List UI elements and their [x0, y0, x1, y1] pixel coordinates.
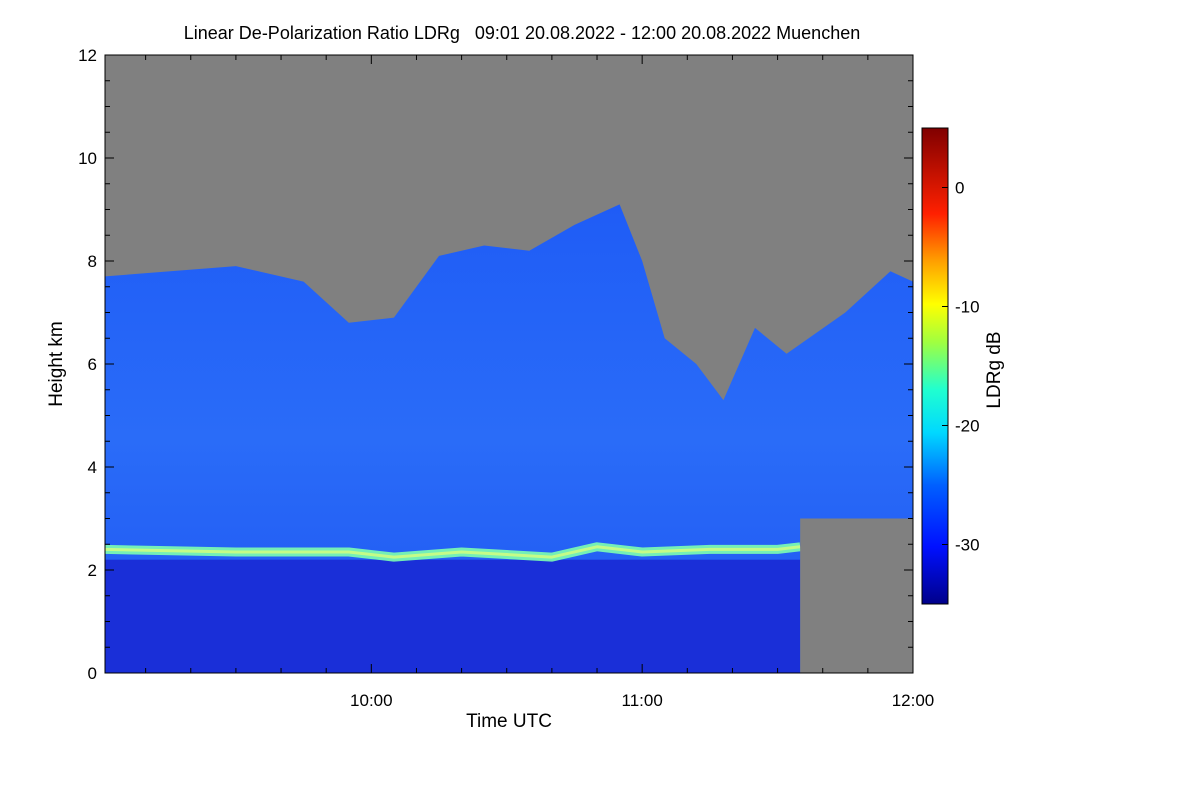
plot-area: [105, 55, 913, 673]
colorbar-tick-label: -30: [955, 536, 980, 555]
clear-air-region: [800, 518, 913, 673]
x-tick-label: 11:00: [622, 691, 663, 710]
chart-title: Linear De-Polarization Ratio LDRg 09:01 …: [184, 23, 860, 43]
below-melting-layer-region: [105, 559, 801, 673]
y-tick-label: 2: [88, 561, 97, 580]
x-axis-label: Time UTC: [466, 711, 552, 732]
colorbar-tick-label: -20: [955, 417, 980, 436]
x-axis-ticks: 10:00 11:00 12:00: [145, 55, 935, 710]
colorbar-tick-label: 0: [955, 179, 964, 198]
x-tick-label: 10:00: [350, 691, 393, 710]
y-tick-label: 6: [88, 355, 97, 374]
colorbar-ticks: 0 -10 -20 -30: [942, 179, 980, 555]
y-tick-label: 12: [78, 46, 97, 65]
y-tick-label: 4: [88, 458, 97, 477]
colorbar: [921, 127, 949, 605]
y-axis-label: Height km: [46, 321, 67, 407]
melting-layer-core: [105, 545, 801, 559]
colorbar-label: LDRg dB: [984, 331, 1005, 408]
y-tick-label: 8: [88, 252, 97, 271]
y-tick-label: 0: [88, 664, 97, 683]
y-tick-label: 10: [78, 149, 97, 168]
x-tick-label: 12:00: [892, 691, 935, 710]
colorbar-tick-label: -10: [955, 298, 980, 317]
y-axis-ticks: 0 2 4 6 8 10 12: [78, 46, 913, 683]
